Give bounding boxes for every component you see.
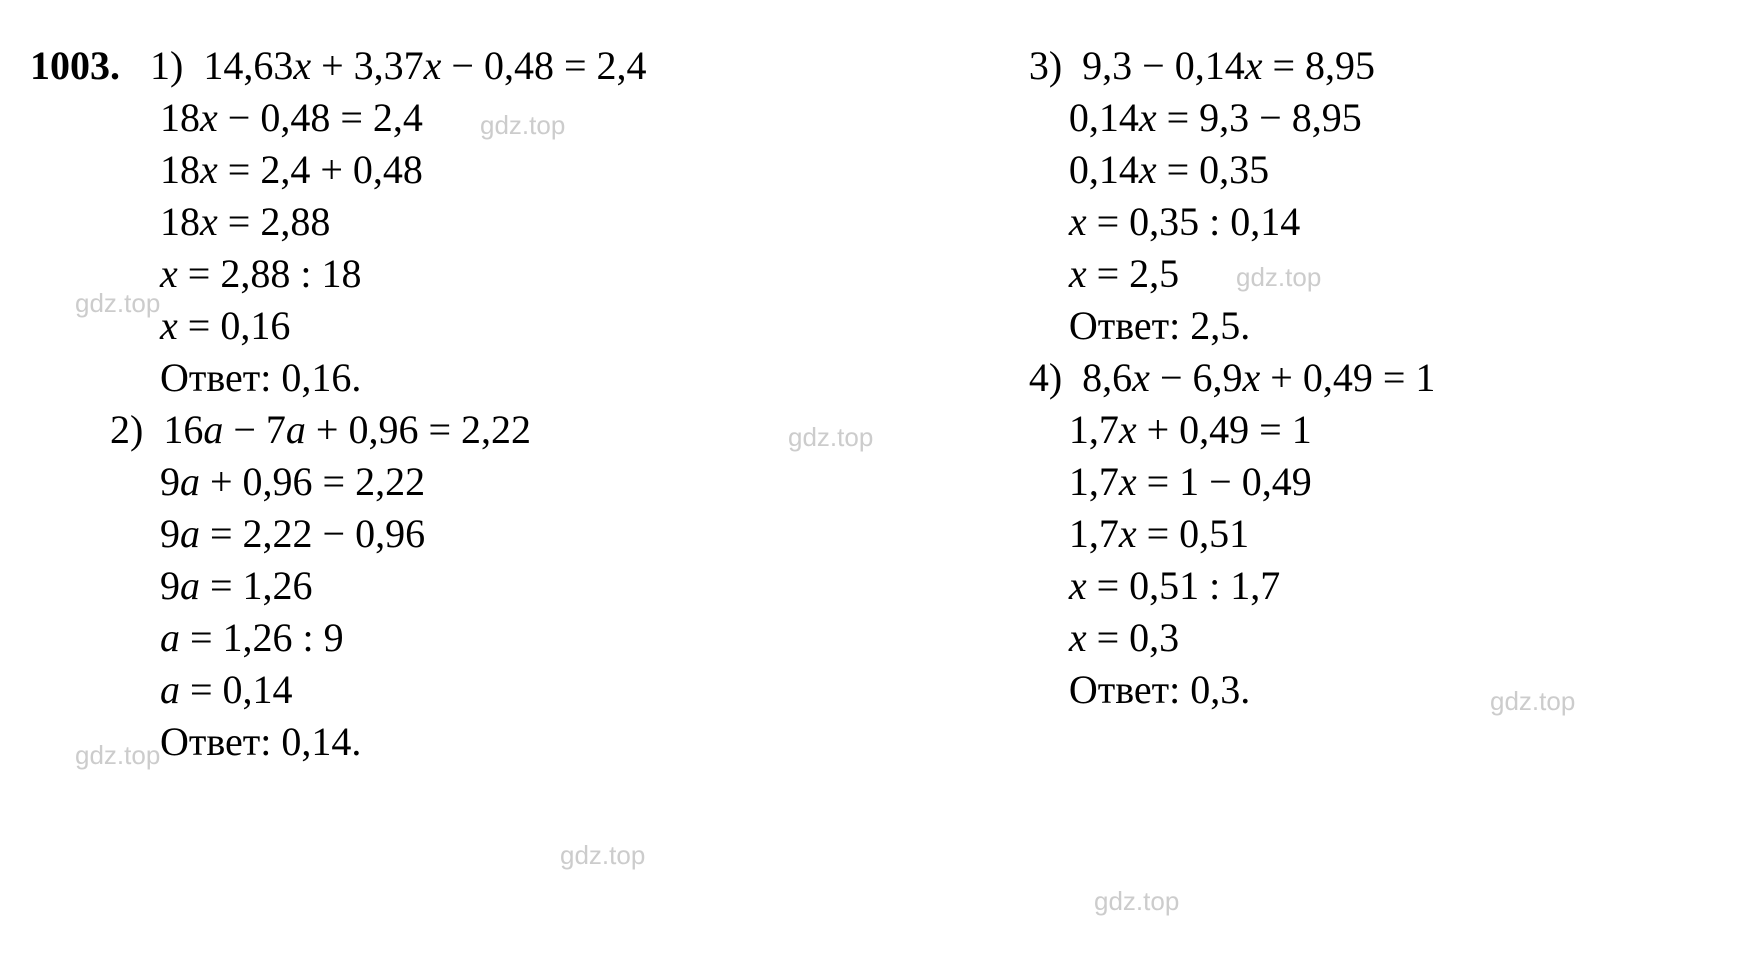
p4-line6: x = 0,3 bbox=[989, 612, 1740, 664]
p1-line4: 18x = 2,88 bbox=[30, 196, 979, 248]
p3-line2: 0,14x = 9,3 − 8,95 bbox=[989, 92, 1740, 144]
columns: 1003. 1) 14,63x + 3,37x − 0,48 = 2,4 18x… bbox=[20, 40, 1740, 768]
var-a: a bbox=[160, 615, 180, 660]
var-x: x bbox=[1243, 355, 1261, 400]
var-x: x bbox=[424, 43, 442, 88]
p2-answer: Ответ: 0,14. bbox=[30, 716, 979, 768]
p3-label: 3) bbox=[1029, 43, 1062, 88]
p4-line3: 1,7x = 1 − 0,49 bbox=[989, 456, 1740, 508]
p4-line2: 1,7x + 0,49 = 1 bbox=[989, 404, 1740, 456]
p4-line5: x = 0,51 : 1,7 bbox=[989, 560, 1740, 612]
var-a: a bbox=[203, 407, 223, 452]
p2-line1: 2) 16a − 7a + 0,96 = 2,22 bbox=[30, 404, 979, 456]
right-column: 3) 9,3 − 0,14x = 8,95 0,14x = 9,3 − 8,95… bbox=[979, 40, 1740, 768]
p1-line5: x = 2,88 : 18 bbox=[30, 248, 979, 300]
page: gdz.top gdz.top gdz.top gdz.top gdz.top … bbox=[0, 0, 1760, 972]
var-x: x bbox=[200, 147, 218, 192]
p1-line3: 18x = 2,4 + 0,48 bbox=[30, 144, 979, 196]
var-x: x bbox=[1119, 459, 1137, 504]
p1-line1: 1003. 1) 14,63x + 3,37x − 0,48 = 2,4 bbox=[30, 40, 979, 92]
var-a: a bbox=[286, 407, 306, 452]
p4-label: 4) bbox=[1029, 355, 1062, 400]
var-x: x bbox=[1069, 563, 1087, 608]
var-a: a bbox=[180, 459, 200, 504]
var-x: x bbox=[1069, 251, 1087, 296]
var-x: x bbox=[1139, 147, 1157, 192]
p1-line2: 18x − 0,48 = 2,4 bbox=[30, 92, 979, 144]
var-x: x bbox=[1245, 43, 1263, 88]
p3-line1: 3) 9,3 − 0,14x = 8,95 bbox=[989, 40, 1740, 92]
p3-answer: Ответ: 2,5. bbox=[989, 300, 1740, 352]
p4-line4: 1,7x = 0,51 bbox=[989, 508, 1740, 560]
var-x: x bbox=[1139, 95, 1157, 140]
p3-line4: x = 0,35 : 0,14 bbox=[989, 196, 1740, 248]
watermark: gdz.top bbox=[1094, 886, 1179, 917]
watermark: gdz.top bbox=[560, 840, 645, 871]
var-x: x bbox=[1119, 511, 1137, 556]
var-x: x bbox=[1132, 355, 1150, 400]
var-x: x bbox=[160, 251, 178, 296]
p2-line4: 9a = 1,26 bbox=[30, 560, 979, 612]
p3-line3: 0,14x = 0,35 bbox=[989, 144, 1740, 196]
var-x: x bbox=[293, 43, 311, 88]
problem-number: 1003. bbox=[30, 43, 120, 88]
p2-line6: a = 0,14 bbox=[30, 664, 979, 716]
var-x: x bbox=[200, 199, 218, 244]
var-a: a bbox=[180, 511, 200, 556]
left-column: 1003. 1) 14,63x + 3,37x − 0,48 = 2,4 18x… bbox=[20, 40, 979, 768]
p1-answer: Ответ: 0,16. bbox=[30, 352, 979, 404]
var-x: x bbox=[1069, 199, 1087, 244]
p2-line5: a = 1,26 : 9 bbox=[30, 612, 979, 664]
p2-line2: 9a + 0,96 = 2,22 bbox=[30, 456, 979, 508]
var-a: a bbox=[160, 667, 180, 712]
p4-line1: 4) 8,6x − 6,9x + 0,49 = 1 bbox=[989, 352, 1740, 404]
p2-line3: 9a = 2,22 − 0,96 bbox=[30, 508, 979, 560]
p3-line5: x = 2,5 bbox=[989, 248, 1740, 300]
p1-line6: x = 0,16 bbox=[30, 300, 979, 352]
p1-label: 1) bbox=[150, 43, 183, 88]
p2-label: 2) bbox=[110, 407, 143, 452]
var-x: x bbox=[1119, 407, 1137, 452]
var-x: x bbox=[200, 95, 218, 140]
var-x: x bbox=[1069, 615, 1087, 660]
var-x: x bbox=[160, 303, 178, 348]
p4-answer: Ответ: 0,3. bbox=[989, 664, 1740, 716]
var-a: a bbox=[180, 563, 200, 608]
